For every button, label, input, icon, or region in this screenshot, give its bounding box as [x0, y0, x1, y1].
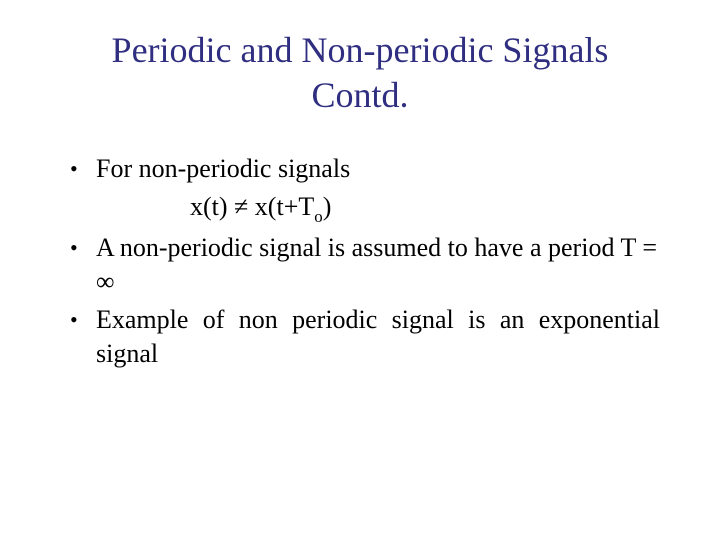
bullet-marker: • — [70, 303, 96, 371]
formula-line: x(t) ≠ x(t+To) — [190, 190, 660, 227]
bullet-item: • Example of non periodic signal is an e… — [70, 303, 660, 371]
bullet-text-2: A non-periodic signal is assumed to have… — [96, 231, 660, 299]
slide: Periodic and Non-periodic Signals Contd.… — [0, 0, 720, 540]
bullet-text-3: Example of non periodic signal is an exp… — [96, 303, 660, 371]
bullet-item: • A non-periodic signal is assumed to ha… — [70, 231, 660, 299]
slide-title: Periodic and Non-periodic Signals Contd. — [60, 28, 660, 118]
bullet-item: • For non-periodic signals — [70, 152, 660, 186]
bullet-text-1: For non-periodic signals — [96, 152, 660, 186]
title-line-1: Periodic and Non-periodic Signals — [112, 30, 609, 70]
bullet-marker: • — [70, 152, 96, 186]
title-line-2: Contd. — [311, 75, 408, 115]
formula-post: ) — [323, 192, 332, 221]
formula-pre: x(t) ≠ x(t+T — [190, 192, 314, 221]
formula-sub: o — [314, 207, 322, 226]
bullet-marker: • — [70, 231, 96, 299]
slide-body: • For non-periodic signals x(t) ≠ x(t+To… — [70, 152, 660, 370]
